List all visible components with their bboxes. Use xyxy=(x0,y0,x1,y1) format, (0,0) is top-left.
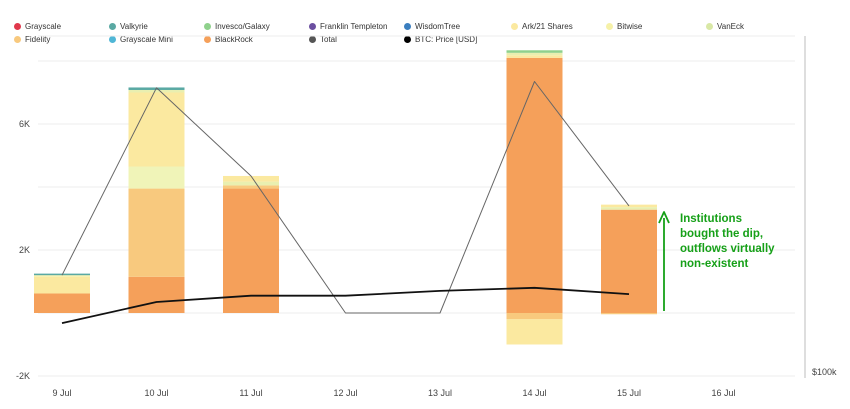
bar-segment xyxy=(601,209,657,313)
legend-item[interactable]: BTC: Price [USD] xyxy=(404,35,477,44)
legend-item[interactable]: Total xyxy=(309,35,337,44)
legend-swatch xyxy=(309,36,316,43)
secondary-axis-label: $100k xyxy=(812,367,837,377)
legend-item[interactable]: Franklin Templeton xyxy=(309,22,387,31)
legend-item[interactable]: BlackRock xyxy=(204,35,253,44)
x-tick-label: 12 Jul xyxy=(333,388,357,398)
bar-segment xyxy=(128,188,185,277)
legend-item[interactable]: Grayscale xyxy=(14,22,61,31)
bar-segment xyxy=(128,92,185,167)
legend-label: Grayscale xyxy=(25,22,62,31)
bar-segment xyxy=(223,175,279,182)
legend-item[interactable]: Bitwise xyxy=(606,22,642,31)
total-line xyxy=(61,81,630,314)
legend-label: Grayscale Mini xyxy=(120,35,173,44)
legend-swatch xyxy=(204,36,211,43)
legend-swatch xyxy=(109,23,116,30)
bar-segment xyxy=(34,276,90,294)
btc-price-line xyxy=(61,286,630,324)
x-tick-label: 9 Jul xyxy=(52,388,71,398)
bar-segment xyxy=(128,89,185,93)
chart-annotation: Institutions bought the dip, outflows vi… xyxy=(680,212,800,272)
legend-item[interactable]: Grayscale Mini xyxy=(109,35,173,44)
bar-segment xyxy=(223,188,279,313)
bar-segment xyxy=(506,50,563,53)
legend-label: BTC: Price [USD] xyxy=(415,35,478,44)
legend-label: BlackRock xyxy=(215,35,253,44)
bar-segment xyxy=(506,319,563,345)
bar-segment xyxy=(34,293,90,313)
legend-item[interactable]: WisdomTree xyxy=(404,22,460,31)
legend-swatch xyxy=(309,23,316,30)
x-tick-label: 11 Jul xyxy=(239,388,262,398)
chart-legend: Grayscale Valkyrie Invesco/Galaxy Franklin … xyxy=(14,22,834,52)
bar-segment xyxy=(223,185,279,189)
legend-swatch xyxy=(204,23,211,30)
x-tick-label: 13 Jul xyxy=(428,388,452,398)
legend-swatch xyxy=(404,36,411,43)
y-tick-label: 6K xyxy=(19,119,30,129)
legend-label: WisdomTree xyxy=(415,22,461,31)
annotation-line: bought the dip, xyxy=(680,228,764,240)
x-tick-label: 15 Jul xyxy=(617,388,641,398)
legend-swatch xyxy=(606,23,613,30)
legend-label: Invesco/Galaxy xyxy=(215,22,270,31)
legend-label: Fidelity xyxy=(25,35,51,44)
bar-segment xyxy=(506,52,563,56)
legend-label: Franklin Templeton xyxy=(320,22,388,31)
bar-segment xyxy=(506,57,563,313)
legend-label: VanEck xyxy=(717,22,744,31)
x-tick-label: 14 Jul xyxy=(522,388,546,398)
legend-label: Ark/21 Shares xyxy=(522,22,573,31)
legend-item[interactable]: Valkyrie xyxy=(109,22,148,31)
legend-item[interactable]: Fidelity xyxy=(14,35,50,44)
bar-segment xyxy=(223,181,279,186)
bar-segment xyxy=(34,275,90,277)
legend-swatch xyxy=(14,36,21,43)
x-tick-label: 10 Jul xyxy=(144,388,168,398)
bar-segment xyxy=(128,276,185,313)
bar-segment xyxy=(601,313,657,315)
y-tick-label: 2K xyxy=(19,245,30,255)
annotation-line: outflows virtually xyxy=(680,243,775,255)
legend-swatch xyxy=(404,23,411,30)
legend-swatch xyxy=(109,36,116,43)
legend-item[interactable]: VanEck xyxy=(706,22,744,31)
annotation-line: Institutions xyxy=(680,213,742,225)
bar-segment xyxy=(506,55,563,58)
legend-item[interactable]: Ark/21 Shares xyxy=(511,22,573,31)
legend-label: Bitwise xyxy=(617,22,643,31)
legend-swatch xyxy=(706,23,713,30)
legend-item[interactable]: Invesco/Galaxy xyxy=(204,22,270,31)
bar-segment xyxy=(601,207,657,210)
legend-swatch xyxy=(14,23,21,30)
legend-label: Total xyxy=(320,35,337,44)
annotation-line: non-existent xyxy=(680,258,749,270)
legend-swatch xyxy=(511,23,518,30)
legend-label: Valkyrie xyxy=(120,22,148,31)
annotation-arrow-head xyxy=(658,211,670,224)
bar-segment xyxy=(506,313,563,320)
y-tick-label: -2K xyxy=(16,371,30,381)
x-tick-label: 16 Jul xyxy=(711,388,735,398)
bar-segment xyxy=(128,166,185,189)
